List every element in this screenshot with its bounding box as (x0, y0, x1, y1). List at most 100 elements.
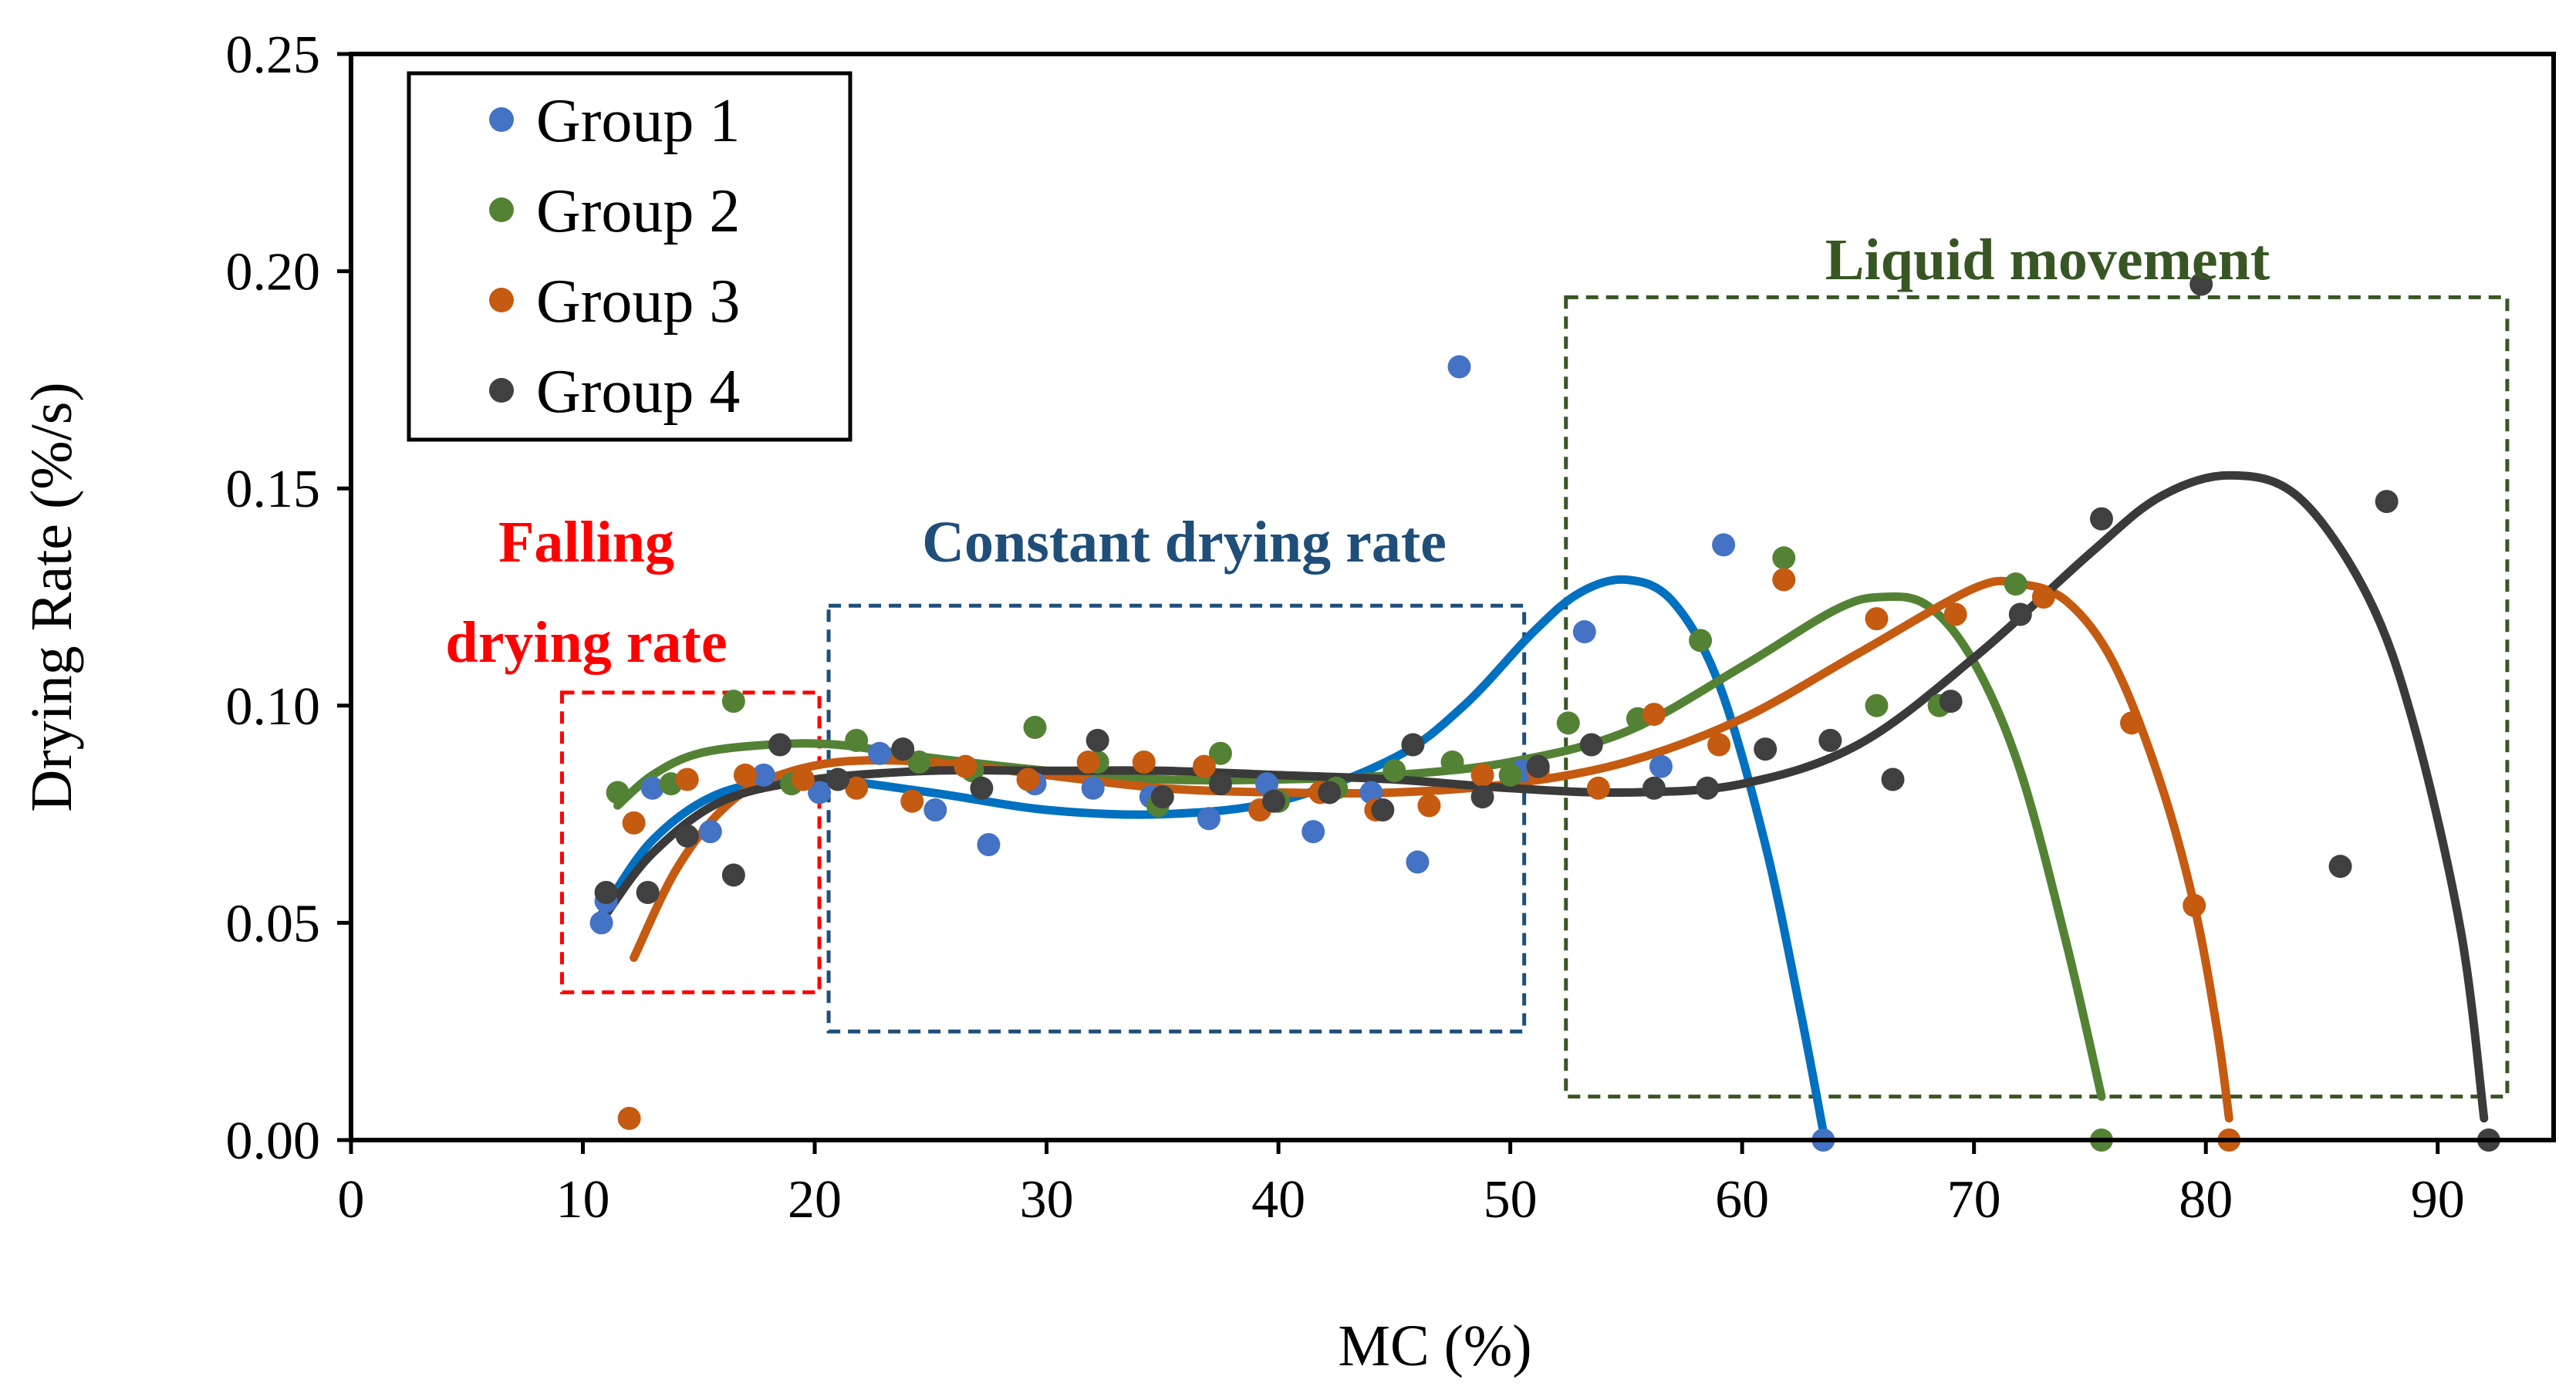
data-point-group-2-3 (721, 690, 745, 713)
data-point-group-2-17 (1556, 711, 1580, 735)
data-point-group-1-11 (1081, 776, 1105, 800)
data-point-group-4-18 (1579, 733, 1603, 757)
ticks-layer: 0 10 20 30 40 50 60 70 80 90 0.00 0.05 0.10 0.15 0.20 0… (226, 25, 2465, 1230)
data-point-group-4-26 (2089, 507, 2113, 531)
data-point-group-2-16 (1498, 763, 1522, 787)
x-tick-label-10: 10 (556, 1170, 610, 1230)
legend-label-group-1: Group 1 (536, 87, 740, 155)
data-point-group-4-22 (1818, 728, 1842, 752)
data-point-group-4-12 (1262, 789, 1286, 813)
legend-label-group-3: Group 3 (536, 268, 740, 336)
y-tick-label-0.25: 0.25 (226, 25, 321, 85)
data-point-group-2-8 (1023, 715, 1047, 739)
data-point-group-4-1 (594, 880, 618, 904)
y-tick-label-0.10: 0.10 (226, 677, 321, 737)
data-point-group-3-4 (733, 763, 757, 787)
x-tick-label-70: 70 (1947, 1170, 2001, 1230)
data-point-group-3-27 (2183, 893, 2206, 917)
data-point-group-4-20 (1696, 776, 1720, 800)
data-point-group-4-8 (970, 776, 994, 800)
data-point-group-3-21 (1707, 733, 1731, 757)
data-point-group-3-19 (1586, 776, 1610, 800)
fit-line-group-3 (630, 576, 2233, 1123)
data-point-group-4-13 (1318, 781, 1342, 805)
y-tick-label-0.05: 0.05 (226, 894, 321, 953)
data-point-group-3-26 (2120, 711, 2144, 735)
data-point-group-1-14 (1255, 772, 1279, 796)
legend: Group 1 Group 2 Group 3 Group 4 (407, 71, 852, 442)
data-point-group-3-8 (954, 754, 977, 778)
data-point-group-4-5 (768, 733, 792, 757)
data-point-group-2-14 (1383, 759, 1406, 783)
data-point-group-3-10 (1076, 751, 1100, 774)
x-tick-label-90: 90 (2411, 1170, 2465, 1230)
data-point-group-4-16 (1470, 785, 1494, 809)
data-point-group-2-1 (606, 781, 630, 805)
data-point-group-1-20 (1572, 620, 1596, 644)
data-point-group-4-19 (1642, 776, 1666, 800)
data-point-group-3-22 (1772, 568, 1796, 592)
liquid-region (1564, 295, 2510, 1099)
y-tick-label-0.15: 0.15 (226, 460, 321, 519)
data-point-group-4-14 (1371, 798, 1395, 821)
data-point-group-4-24 (1939, 690, 1963, 713)
legend-label-group-2: Group 2 (536, 177, 740, 245)
data-point-group-3-20 (1642, 703, 1666, 727)
data-point-group-1-5 (751, 763, 775, 787)
data-point-group-3-17 (1470, 763, 1494, 787)
data-point-group-1-17 (1406, 850, 1430, 874)
data-point-group-3-2 (622, 811, 646, 835)
data-point-group-1-6 (808, 781, 832, 805)
data-point-group-1-22 (1712, 533, 1736, 557)
data-point-group-4-6 (826, 767, 850, 791)
data-point-group-3-25 (2031, 585, 2055, 609)
data-point-group-3-5 (792, 767, 815, 791)
data-point-group-1-8 (923, 798, 947, 821)
falling-region (559, 690, 822, 995)
data-point-group-1-1 (589, 911, 613, 935)
data-point-group-1-21 (1649, 754, 1673, 778)
legend-label-group-4: Group 4 (536, 358, 740, 426)
data-point-group-2-20 (1772, 546, 1796, 570)
x-axis-title: MC (%) (1338, 1314, 1531, 1378)
legend-marker-group-2 (489, 197, 514, 222)
y-tick-label-0.20: 0.20 (226, 243, 321, 302)
data-point-group-4-21 (1754, 737, 1778, 761)
data-point-group-3-3 (675, 767, 699, 791)
legend-box (407, 71, 852, 442)
data-point-group-3-24 (1943, 602, 1967, 626)
data-point-group-2-5 (845, 728, 869, 752)
x-tick-label-60: 60 (1715, 1170, 1769, 1230)
data-point-group-2-6 (907, 751, 931, 774)
data-point-group-1-16 (1359, 781, 1383, 805)
data-point-group-1-7 (868, 741, 892, 765)
data-point-group-4-11 (1208, 772, 1232, 796)
data-point-group-3-16 (1417, 794, 1441, 818)
plot-frame (349, 52, 2556, 1142)
data-point-group-4-2 (636, 880, 660, 904)
x-tick-label-30: 30 (1020, 1170, 1074, 1230)
data-point-group-3-1 (617, 1106, 641, 1130)
regions-layer (559, 295, 2510, 1099)
data-point-group-1-9 (977, 833, 1001, 857)
data-point-group-4-25 (2008, 602, 2032, 626)
y-axis-title: Drying Rate (%/s) (19, 382, 84, 811)
data-point-group-2-23 (2004, 572, 2027, 596)
data-point-group-4-17 (1526, 754, 1550, 778)
data-point-group-4-10 (1150, 785, 1174, 809)
data-point-group-3-12 (1192, 754, 1216, 778)
fit-line-group-2 (613, 592, 2106, 1101)
legend-marker-group-4 (489, 378, 514, 403)
legend-marker-group-3 (489, 288, 514, 312)
data-point-group-1-13 (1197, 807, 1220, 831)
data-point-group-4-7 (891, 737, 915, 761)
annotation-falling-2: drying rate (445, 610, 727, 675)
annotation-constant: Constant drying rate (922, 510, 1447, 575)
data-point-group-1-15 (1302, 820, 1325, 844)
annotation-liquid: Liquid movement (1825, 228, 2270, 292)
legend-marker-group-1 (489, 107, 514, 132)
data-point-group-4-28 (2328, 855, 2352, 879)
data-point-group-4-23 (1881, 767, 1905, 791)
data-point-group-2-11 (1208, 741, 1232, 765)
data-point-group-4-4 (721, 863, 745, 887)
